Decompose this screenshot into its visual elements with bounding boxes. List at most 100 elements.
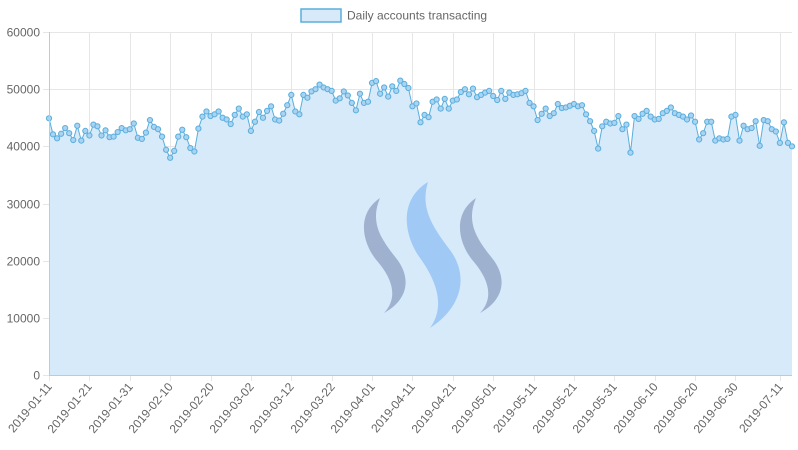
data-point[interactable] bbox=[732, 111, 739, 118]
data-point[interactable] bbox=[312, 86, 319, 93]
data-point[interactable] bbox=[623, 121, 630, 128]
data-point[interactable] bbox=[102, 127, 109, 134]
data-point[interactable] bbox=[344, 92, 351, 99]
data-point[interactable] bbox=[340, 88, 347, 95]
data-point[interactable] bbox=[300, 91, 307, 98]
data-point[interactable] bbox=[437, 105, 444, 112]
data-point[interactable] bbox=[53, 135, 61, 142]
data-point[interactable] bbox=[195, 125, 202, 132]
data-point[interactable] bbox=[667, 104, 674, 111]
data-point[interactable] bbox=[486, 87, 493, 94]
data-point[interactable] bbox=[70, 136, 77, 144]
data-point[interactable] bbox=[619, 126, 626, 133]
legend-swatch[interactable] bbox=[300, 8, 342, 23]
data-point[interactable] bbox=[288, 91, 295, 98]
data-point[interactable] bbox=[167, 154, 174, 161]
data-point[interactable] bbox=[49, 131, 57, 138]
data-point[interactable] bbox=[417, 119, 424, 126]
data-point[interactable] bbox=[215, 108, 222, 115]
data-point[interactable] bbox=[82, 127, 89, 134]
data-point[interactable] bbox=[389, 83, 396, 90]
data-point[interactable] bbox=[469, 85, 477, 92]
data-point[interactable] bbox=[542, 105, 549, 112]
data-point[interactable] bbox=[550, 110, 557, 117]
data-point[interactable] bbox=[591, 127, 598, 134]
data-point[interactable] bbox=[191, 148, 198, 155]
data-point[interactable] bbox=[530, 103, 537, 110]
data-point[interactable] bbox=[231, 111, 238, 118]
data-point[interactable] bbox=[74, 122, 81, 129]
data-point[interactable] bbox=[772, 128, 779, 135]
data-point[interactable] bbox=[498, 87, 505, 94]
data-point[interactable] bbox=[752, 118, 759, 125]
data-point[interactable] bbox=[425, 114, 432, 121]
data-point[interactable] bbox=[578, 102, 586, 109]
data-point[interactable] bbox=[284, 102, 291, 109]
data-point[interactable] bbox=[142, 129, 150, 136]
data-point[interactable] bbox=[146, 116, 154, 124]
data-point[interactable] bbox=[776, 139, 783, 146]
data-point[interactable] bbox=[409, 103, 416, 110]
data-point[interactable] bbox=[526, 99, 533, 106]
data-point[interactable] bbox=[86, 132, 93, 139]
data-point[interactable] bbox=[708, 118, 715, 125]
data-point[interactable] bbox=[94, 123, 101, 130]
data-point[interactable] bbox=[502, 95, 509, 102]
data-point[interactable] bbox=[292, 108, 299, 115]
data-point[interactable] bbox=[490, 92, 497, 100]
data-point[interactable] bbox=[114, 128, 121, 136]
data-point[interactable] bbox=[348, 99, 355, 106]
data-point[interactable] bbox=[780, 119, 788, 126]
data-point[interactable] bbox=[126, 126, 133, 133]
data-point[interactable] bbox=[381, 84, 388, 91]
data-point[interactable] bbox=[413, 100, 420, 107]
data-point[interactable] bbox=[251, 118, 259, 125]
data-point[interactable] bbox=[263, 107, 271, 114]
data-point[interactable] bbox=[211, 111, 218, 118]
data-point[interactable] bbox=[199, 113, 206, 120]
data-point[interactable] bbox=[546, 112, 553, 120]
data-point[interactable] bbox=[235, 105, 242, 112]
data-point[interactable] bbox=[453, 96, 460, 103]
data-point[interactable] bbox=[433, 96, 440, 103]
data-point[interactable] bbox=[740, 122, 747, 129]
data-point[interactable] bbox=[66, 130, 73, 137]
data-point[interactable] bbox=[788, 143, 796, 150]
data-point[interactable] bbox=[316, 81, 323, 88]
data-point[interactable] bbox=[691, 118, 699, 125]
data-point[interactable] bbox=[255, 108, 263, 116]
data-point[interactable] bbox=[700, 130, 707, 137]
data-point[interactable] bbox=[441, 95, 448, 102]
data-point[interactable] bbox=[183, 134, 190, 141]
data-point[interactable] bbox=[296, 111, 303, 118]
data-point[interactable] bbox=[679, 113, 687, 120]
data-point[interactable] bbox=[328, 87, 335, 94]
data-point[interactable] bbox=[304, 94, 311, 101]
data-point[interactable] bbox=[643, 107, 650, 114]
data-point[interactable] bbox=[522, 87, 529, 94]
data-point[interactable] bbox=[276, 117, 283, 124]
data-point[interactable] bbox=[187, 144, 194, 152]
data-point[interactable] bbox=[385, 93, 392, 100]
data-point[interactable] bbox=[736, 137, 743, 144]
data-point[interactable] bbox=[494, 96, 501, 104]
data-point[interactable] bbox=[110, 133, 117, 140]
data-point[interactable] bbox=[372, 78, 380, 85]
data-point[interactable] bbox=[336, 95, 343, 102]
data-point[interactable] bbox=[356, 90, 364, 97]
data-point[interactable] bbox=[538, 110, 545, 117]
data-point[interactable] bbox=[748, 124, 755, 132]
data-point[interactable] bbox=[611, 119, 618, 127]
data-point[interactable] bbox=[352, 107, 359, 114]
data-point[interactable] bbox=[138, 135, 145, 142]
data-point[interactable] bbox=[445, 105, 452, 112]
data-point[interactable] bbox=[58, 130, 65, 137]
data-point[interactable] bbox=[696, 136, 703, 143]
data-point[interactable] bbox=[554, 100, 561, 108]
data-point[interactable] bbox=[639, 110, 646, 117]
data-point[interactable] bbox=[764, 118, 771, 125]
data-point[interactable] bbox=[175, 133, 182, 140]
data-point[interactable] bbox=[534, 116, 541, 124]
data-point[interactable] bbox=[364, 98, 372, 105]
data-point[interactable] bbox=[756, 142, 763, 149]
